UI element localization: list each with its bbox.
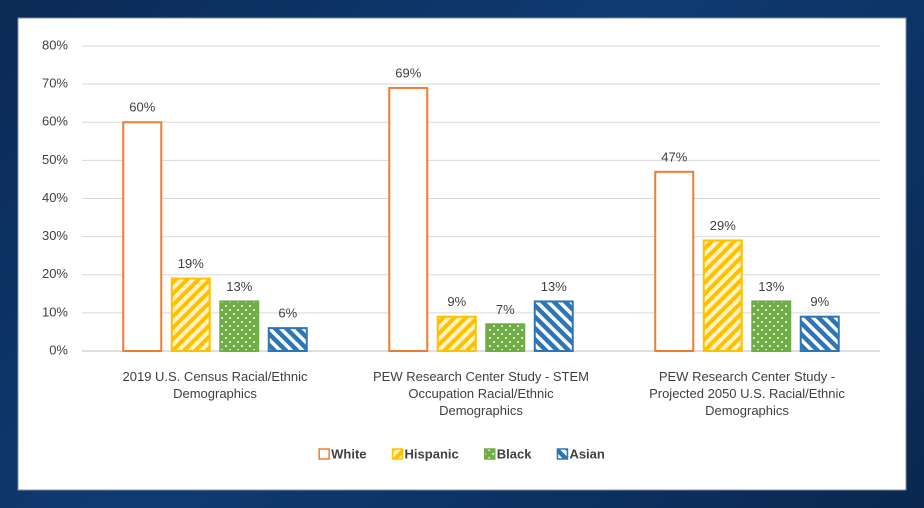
data-label: 13%	[758, 279, 784, 294]
legend-swatch	[318, 448, 330, 460]
legend-label: Hispanic	[405, 446, 459, 461]
y-tick-label: 20%	[42, 266, 68, 281]
y-tick-label: 0%	[49, 342, 68, 357]
data-label: 13%	[226, 279, 252, 294]
bar	[219, 300, 260, 352]
y-tick-label: 30%	[42, 228, 68, 243]
y-tick-label: 50%	[42, 152, 68, 167]
legend-label: Black	[497, 446, 532, 461]
data-label: 47%	[661, 149, 687, 164]
bar	[702, 239, 743, 352]
bar	[485, 323, 526, 352]
legend-swatch	[483, 448, 496, 460]
bar	[122, 121, 163, 352]
x-tick-label: PEW Research Center Study - Projected 20…	[649, 369, 845, 418]
x-tick-label: 2019 U.S. Census Racial/Ethnic Demograph…	[122, 369, 308, 401]
chart-panel	[17, 17, 907, 491]
legend-label: Asian	[569, 446, 604, 461]
data-label: 6%	[278, 306, 297, 321]
bar	[436, 315, 477, 352]
bar	[751, 300, 792, 352]
data-label: 29%	[710, 218, 736, 233]
data-label: 60%	[129, 100, 155, 115]
data-label: 69%	[395, 65, 421, 80]
x-tick-label: PEW Research Center Study - STEM Occupat…	[372, 369, 589, 418]
legend-swatch	[556, 448, 569, 460]
y-tick-label: 40%	[42, 190, 68, 205]
bar	[654, 170, 695, 352]
legend-swatch	[391, 448, 404, 460]
y-tick-label: 10%	[42, 304, 68, 319]
data-label: 13%	[541, 279, 567, 294]
legend-label: White	[331, 446, 366, 461]
y-tick-label: 60%	[42, 114, 68, 129]
data-label: 9%	[447, 294, 466, 309]
bar	[388, 86, 429, 352]
data-label: 19%	[178, 256, 204, 271]
bar	[799, 315, 840, 352]
y-tick-label: 70%	[42, 76, 68, 91]
data-label: 9%	[810, 294, 829, 309]
bar	[533, 300, 574, 352]
bar	[267, 327, 308, 352]
y-tick-label: 80%	[42, 37, 68, 52]
legend: White Hispanic Black Asian	[318, 446, 605, 461]
bar	[170, 277, 211, 352]
data-label: 7%	[496, 302, 515, 317]
